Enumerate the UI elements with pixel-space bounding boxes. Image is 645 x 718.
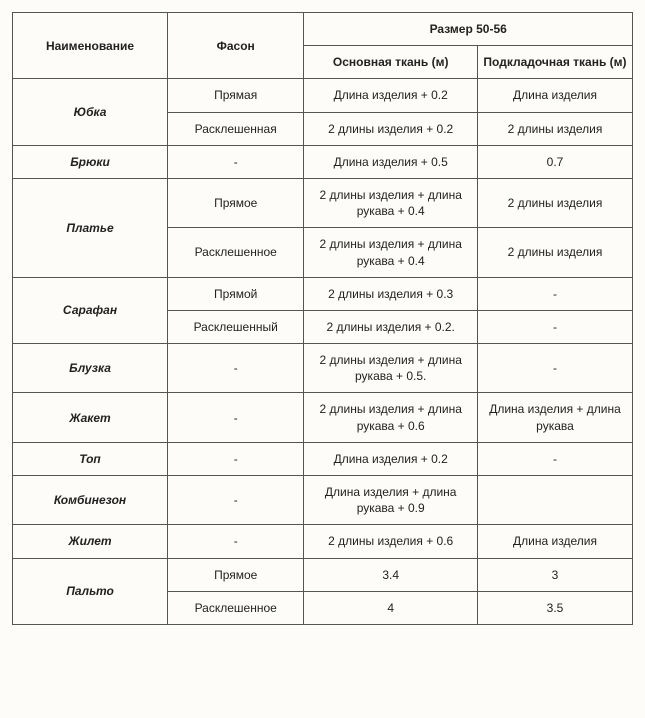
item-name: Комбинезон <box>13 476 168 525</box>
lining-fabric-value: Длина изделия <box>477 525 632 558</box>
item-name: Пальто <box>13 558 168 624</box>
table-row: ЮбкаПрямаяДлина изделия + 0.2Длина издел… <box>13 79 633 112</box>
table-row: ПальтоПрямое3.43 <box>13 558 633 591</box>
fabric-consumption-table: Наименование Фасон Размер 50-56 Основная… <box>12 12 633 625</box>
item-style: Расклешенное <box>168 591 304 624</box>
main-fabric-value: 2 длины изделия + 0.6 <box>304 525 478 558</box>
lining-fabric-value: - <box>477 310 632 343</box>
item-name: Жакет <box>13 393 168 442</box>
col-header-size: Размер 50-56 <box>304 13 633 46</box>
table-row: Брюки-Длина изделия + 0.50.7 <box>13 145 633 178</box>
lining-fabric-value: 2 длины изделия <box>477 178 632 227</box>
main-fabric-value: 2 длины изделия + 0.2. <box>304 310 478 343</box>
table-header: Наименование Фасон Размер 50-56 Основная… <box>13 13 633 79</box>
item-style: Расклешенное <box>168 228 304 277</box>
lining-fabric-value: 2 длины изделия <box>477 112 632 145</box>
main-fabric-value: 3.4 <box>304 558 478 591</box>
item-style: - <box>168 393 304 442</box>
table-row: Топ-Длина изделия + 0.2- <box>13 442 633 475</box>
table-row: СарафанПрямой2 длины изделия + 0.3- <box>13 277 633 310</box>
item-name: Платье <box>13 178 168 277</box>
item-style: - <box>168 145 304 178</box>
item-name: Жилет <box>13 525 168 558</box>
lining-fabric-value: 3 <box>477 558 632 591</box>
main-fabric-value: 2 длины изделия + длина рукава + 0.6 <box>304 393 478 442</box>
lining-fabric-value: - <box>477 277 632 310</box>
lining-fabric-value: - <box>477 344 632 393</box>
lining-fabric-value: 3.5 <box>477 591 632 624</box>
lining-fabric-value: Длина изделия <box>477 79 632 112</box>
main-fabric-value: 4 <box>304 591 478 624</box>
table-body: ЮбкаПрямаяДлина изделия + 0.2Длина издел… <box>13 79 633 625</box>
table-row: Жилет-2 длины изделия + 0.6Длина изделия <box>13 525 633 558</box>
col-header-main-fabric: Основная ткань (м) <box>304 46 478 79</box>
table-row: ПлатьеПрямое2 длины изделия + длина рука… <box>13 178 633 227</box>
col-header-lining-fabric: Подкладочная ткань (м) <box>477 46 632 79</box>
item-name: Блузка <box>13 344 168 393</box>
item-style: - <box>168 442 304 475</box>
main-fabric-value: Длина изделия + 0.2 <box>304 442 478 475</box>
main-fabric-value: 2 длины изделия + длина рукава + 0.4 <box>304 178 478 227</box>
item-style: Прямое <box>168 178 304 227</box>
col-header-style: Фасон <box>168 13 304 79</box>
lining-fabric-value <box>477 476 632 525</box>
main-fabric-value: Длина изделия + 0.5 <box>304 145 478 178</box>
item-style: Расклешенная <box>168 112 304 145</box>
main-fabric-value: 2 длины изделия + длина рукава + 0.4 <box>304 228 478 277</box>
item-name: Брюки <box>13 145 168 178</box>
main-fabric-value: Длина изделия + длина рукава + 0.9 <box>304 476 478 525</box>
main-fabric-value: 2 длины изделия + 0.3 <box>304 277 478 310</box>
lining-fabric-value: Длина изделия + длина рукава <box>477 393 632 442</box>
item-style: Прямая <box>168 79 304 112</box>
item-style: Прямое <box>168 558 304 591</box>
item-style: - <box>168 344 304 393</box>
item-style: - <box>168 525 304 558</box>
main-fabric-value: Длина изделия + 0.2 <box>304 79 478 112</box>
item-style: - <box>168 476 304 525</box>
main-fabric-value: 2 длины изделия + длина рукава + 0.5. <box>304 344 478 393</box>
item-style: Прямой <box>168 277 304 310</box>
lining-fabric-value: 2 длины изделия <box>477 228 632 277</box>
lining-fabric-value: - <box>477 442 632 475</box>
main-fabric-value: 2 длины изделия + 0.2 <box>304 112 478 145</box>
item-name: Топ <box>13 442 168 475</box>
col-header-name: Наименование <box>13 13 168 79</box>
item-style: Расклешенный <box>168 310 304 343</box>
table-row: Блузка-2 длины изделия + длина рукава + … <box>13 344 633 393</box>
item-name: Юбка <box>13 79 168 145</box>
table-row: Комбинезон-Длина изделия + длина рукава … <box>13 476 633 525</box>
item-name: Сарафан <box>13 277 168 343</box>
lining-fabric-value: 0.7 <box>477 145 632 178</box>
table-row: Жакет-2 длины изделия + длина рукава + 0… <box>13 393 633 442</box>
